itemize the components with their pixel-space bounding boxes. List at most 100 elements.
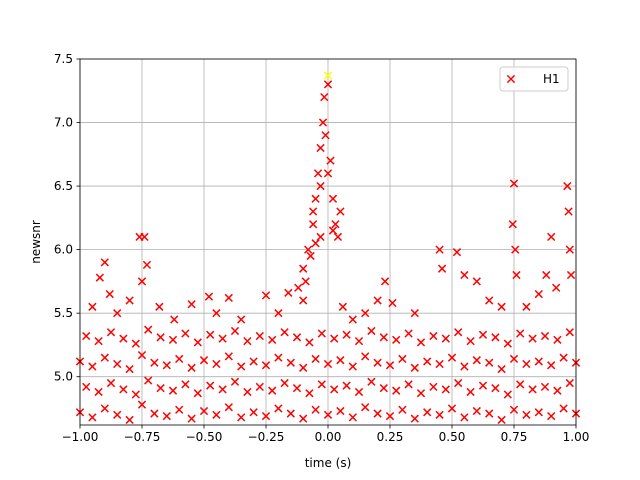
scatter-point (328, 226, 338, 235)
scatter-point (354, 336, 364, 346)
scatter-point (308, 220, 318, 229)
scatter-point (503, 339, 512, 348)
scatter-point (286, 409, 295, 418)
scatter-point (82, 382, 91, 392)
scatter-point (323, 80, 333, 89)
scatter-point (336, 207, 345, 216)
scatter-point (435, 410, 444, 419)
scatter-point (522, 410, 531, 419)
scatter-point (511, 245, 520, 254)
scatter-point (460, 362, 469, 371)
scatter-point (199, 356, 209, 365)
scatter-point (155, 302, 164, 311)
scatter-point (255, 331, 264, 341)
scatter-point (333, 232, 343, 242)
scatter-point (131, 339, 140, 348)
scatter-point (348, 362, 357, 371)
scatter-point (379, 384, 388, 393)
scatter-point (466, 336, 475, 346)
scatter-point (429, 382, 438, 392)
scatter-point (512, 270, 521, 280)
y-tick-label: 7.5 (54, 52, 73, 66)
scatter-point (187, 300, 196, 309)
x-tick-label: −0.50 (186, 430, 223, 444)
scatter-point (497, 415, 506, 425)
scatter-point (237, 413, 246, 422)
scatter-point (224, 352, 233, 361)
scatter-point (88, 362, 97, 371)
scatter-point (472, 277, 481, 286)
scatter-point (284, 288, 293, 297)
scatter-point (508, 220, 517, 229)
scatter-point (88, 302, 97, 311)
scatter-point (150, 409, 159, 418)
scatter-point (331, 220, 340, 229)
scatter-point (373, 409, 382, 418)
x-tick-label: −1.00 (62, 430, 99, 444)
scatter-point (299, 414, 308, 423)
legend-box (499, 66, 569, 92)
scatter-point (193, 338, 202, 347)
scatter-point (243, 387, 252, 397)
y-tick-label: 6.0 (54, 243, 73, 257)
scatter-point (509, 405, 519, 414)
scatter-point (131, 390, 140, 399)
scatter-point (224, 403, 233, 412)
y-axis-label: newsnr (29, 220, 43, 264)
scatter-point (398, 405, 407, 414)
scatter-point (218, 385, 227, 394)
scatter-point (274, 404, 283, 413)
scatter-point (175, 354, 184, 364)
scatter-point (193, 389, 202, 398)
scatter-point (142, 260, 152, 270)
plot-layer (75, 71, 581, 425)
scatter-point (162, 361, 171, 370)
scatter-point (294, 283, 303, 292)
scatter-point (187, 414, 196, 423)
scatter-point (429, 331, 438, 341)
scatter-point (392, 386, 401, 395)
scatter-point (280, 378, 289, 388)
scatter-point (249, 408, 258, 417)
scatter-point (528, 334, 537, 343)
scatter-point (311, 354, 320, 364)
scatter-point (454, 378, 463, 388)
scatter-point (321, 131, 330, 140)
scatter-point (305, 389, 314, 398)
scatter-point (534, 289, 543, 299)
scatter-point (237, 362, 246, 371)
scatter-point (497, 364, 506, 374)
x-tick-label: 0.50 (439, 430, 466, 444)
scatter-point (330, 334, 339, 343)
scatter-point (452, 248, 462, 257)
scatter-point (218, 334, 227, 343)
x-tick-label: 1.00 (563, 430, 590, 444)
scatter-point (82, 331, 91, 341)
y-tick-label: 5.0 (54, 370, 73, 384)
scatter-point (125, 364, 134, 374)
scatter-point (547, 411, 556, 421)
scatter-point (299, 264, 308, 273)
scatter-point (113, 359, 122, 369)
scatter-point (317, 380, 326, 389)
scatter-point (187, 363, 196, 372)
scatter-point (509, 179, 519, 188)
scatter-point (119, 334, 128, 343)
scatter-point (306, 251, 315, 261)
scatter-point (204, 292, 214, 301)
scatter-point (354, 387, 364, 397)
scatter-point (423, 408, 432, 417)
scatter-point (398, 354, 407, 364)
scatter-point (299, 296, 308, 305)
scatter-point (313, 169, 323, 178)
scatter-point (292, 384, 302, 393)
scatter-point (100, 404, 109, 413)
scatter-point (140, 232, 149, 242)
scatter-point (552, 283, 561, 292)
axis-layer: −1.00 −0.75 −0.50 −0.25 0.00 0.25 0.50 0.75 1.00… (54, 52, 589, 444)
scatter-point (268, 335, 277, 344)
scatter-point (466, 387, 475, 397)
scatter-point (94, 387, 103, 397)
scatter-point (540, 331, 550, 341)
scatter-point (485, 296, 494, 305)
